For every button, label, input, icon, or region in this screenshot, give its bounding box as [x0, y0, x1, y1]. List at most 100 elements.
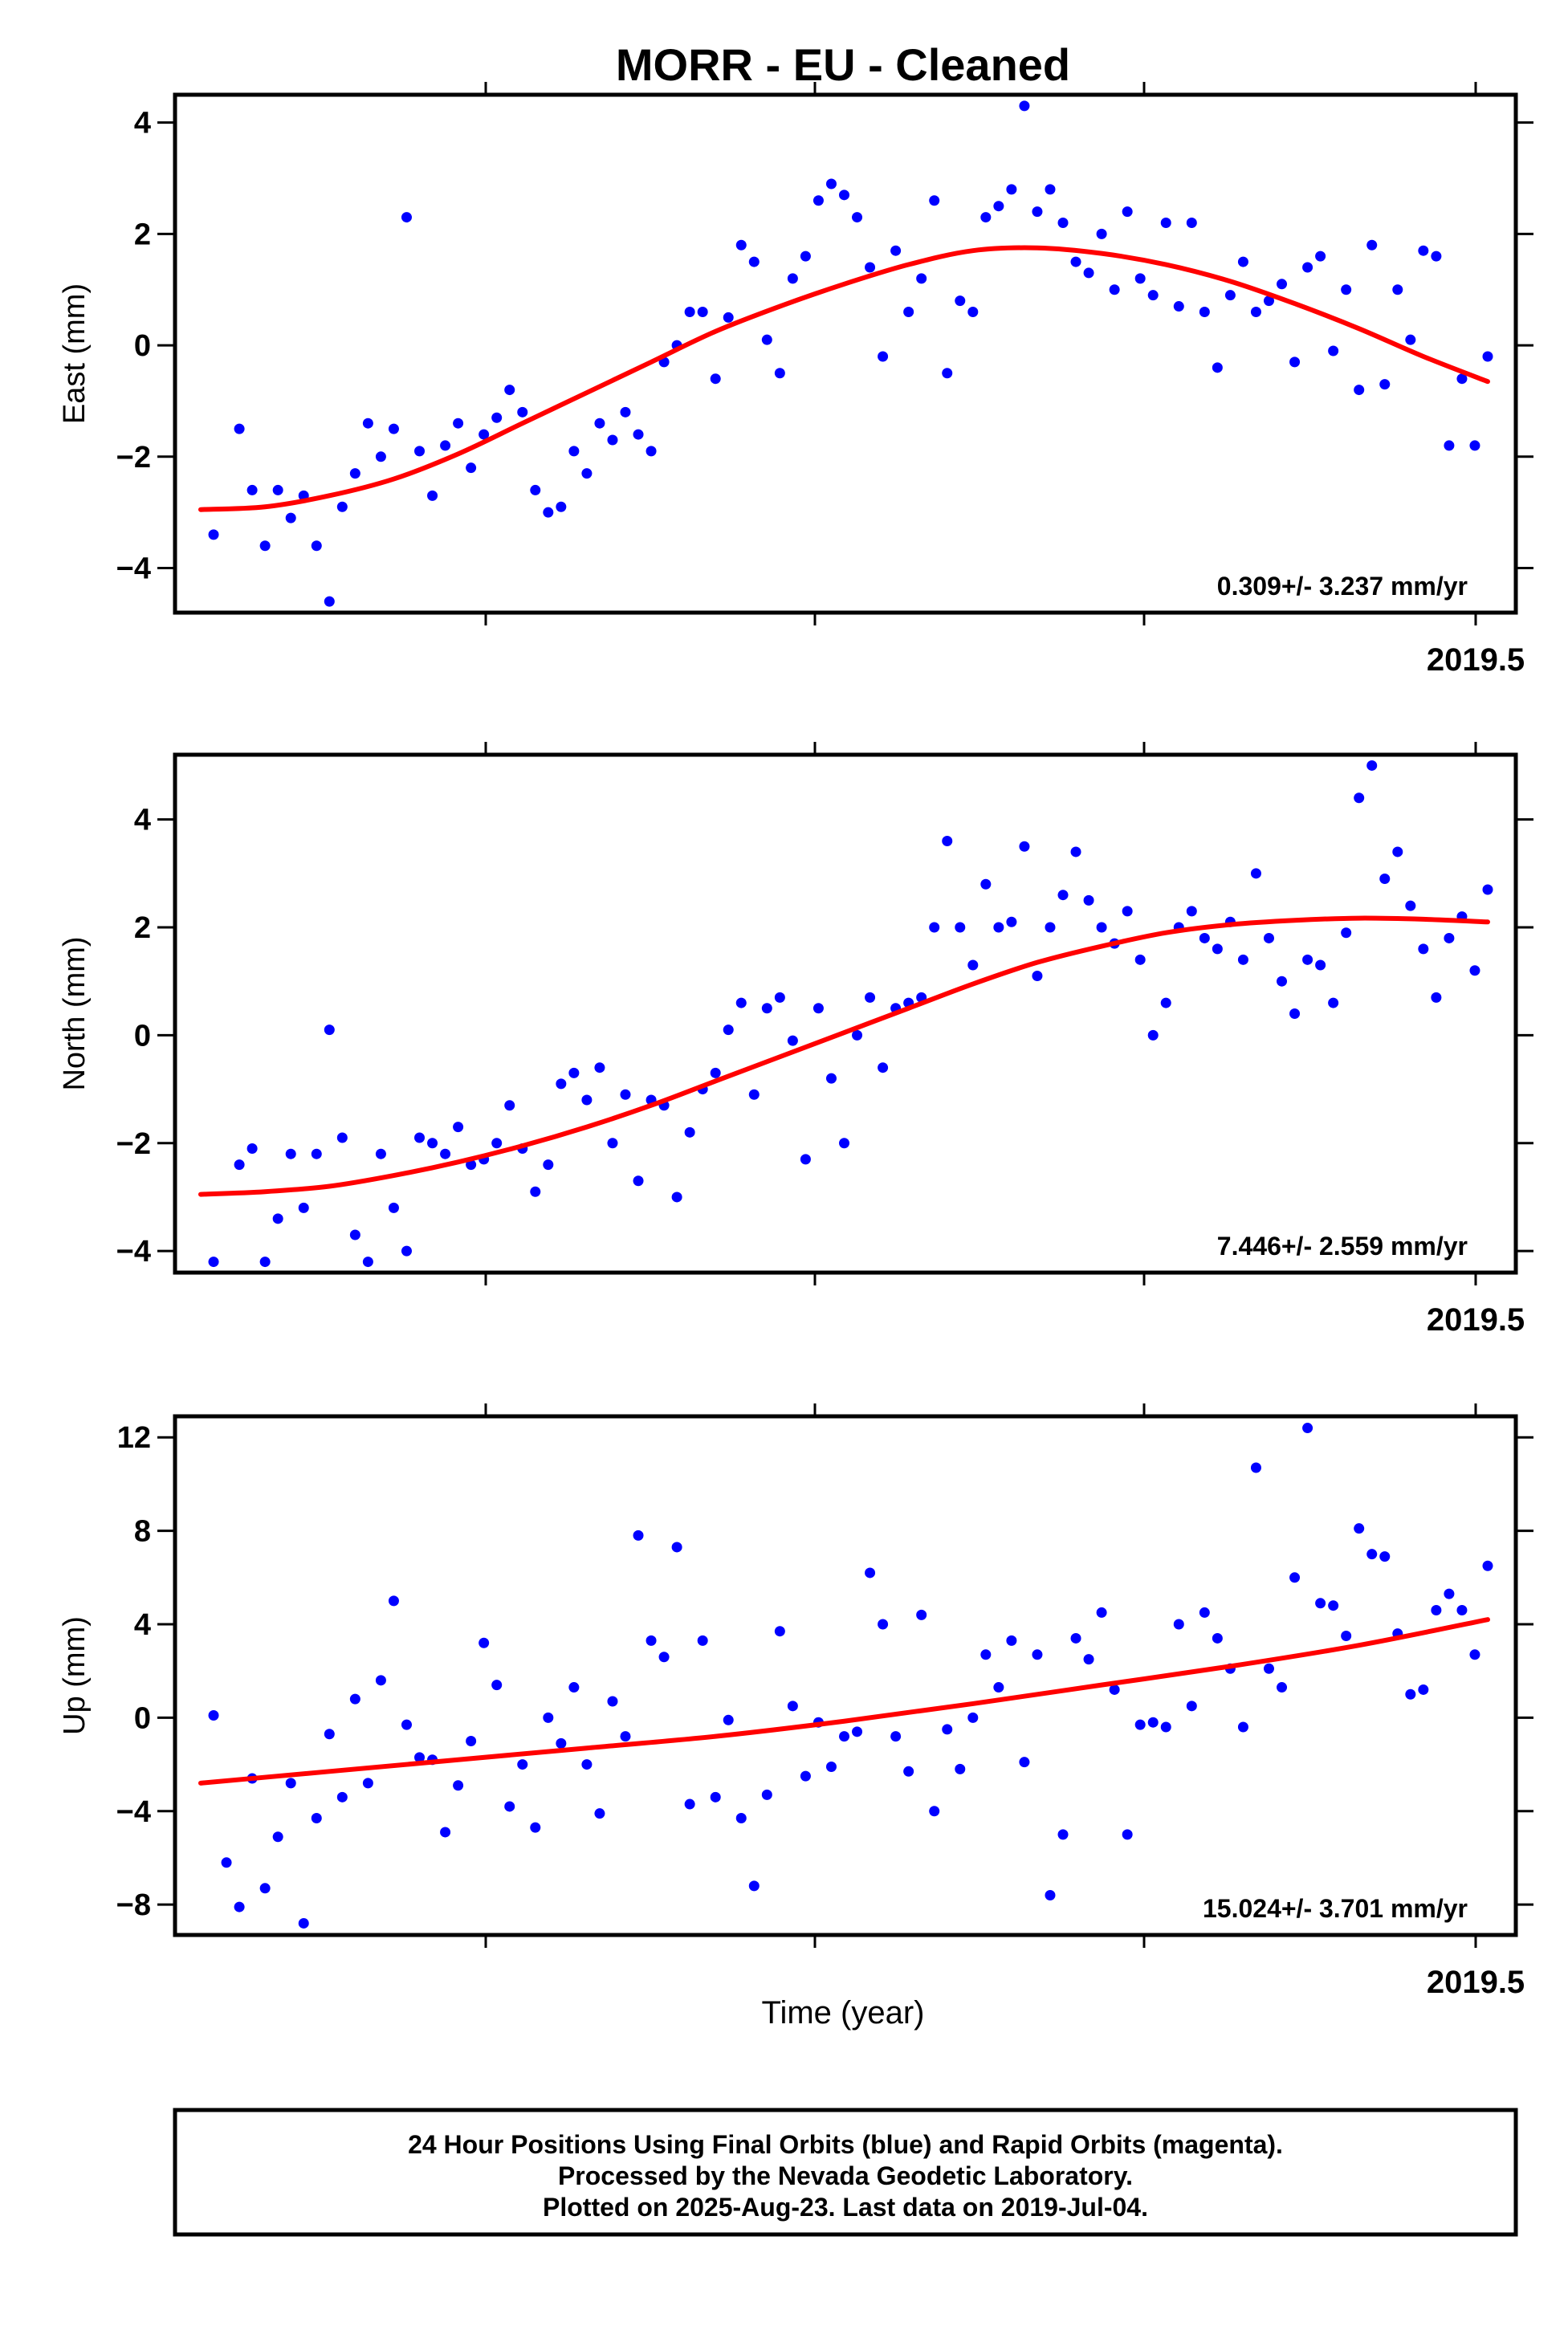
data-point [903, 306, 914, 317]
data-point [1122, 906, 1133, 917]
data-point [1315, 251, 1326, 262]
y-tick-label: 4 [134, 804, 151, 837]
data-point [311, 1813, 322, 1824]
y-axis-label: East (mm) [58, 283, 92, 424]
data-point [967, 306, 979, 317]
data-point [479, 1637, 490, 1648]
data-point [1186, 218, 1197, 229]
data-point [336, 501, 348, 512]
data-point [466, 1159, 477, 1171]
data-point [1147, 1717, 1159, 1728]
data-point [1302, 262, 1313, 273]
data-point [1032, 206, 1043, 218]
panel-3: −8 −4 0 4 8 12 Up (mm) 2019.5 15.024+/- 3.701 mm… [58, 1403, 1533, 2000]
data-point [1366, 1549, 1378, 1560]
data-point [865, 262, 876, 273]
data-point [517, 406, 528, 418]
data-point [1250, 868, 1261, 879]
data-points [208, 760, 1493, 1268]
data-point [362, 1778, 373, 1789]
y-tick-label: 0 [134, 329, 151, 363]
data-point [890, 245, 902, 256]
data-point [1418, 943, 1429, 955]
data-point [246, 484, 258, 495]
data-point [710, 373, 721, 385]
data-point [774, 368, 785, 379]
data-point [1354, 1523, 1365, 1534]
data-point [825, 1073, 837, 1084]
data-point [581, 468, 593, 479]
data-point [362, 1257, 373, 1268]
data-point [349, 1229, 360, 1240]
data-point [761, 1789, 772, 1800]
y-tick-label: 2 [134, 911, 151, 945]
x-axis-label: Time (year) [762, 1995, 925, 2031]
data-point [1277, 279, 1288, 290]
panels-group: −4 −2 0 2 4 East (mm) 2019.5 0.309+/- 3.237 mm/… [58, 82, 1533, 2000]
data-point [1354, 385, 1365, 396]
data-point [517, 1759, 528, 1770]
data-point [556, 1737, 567, 1749]
data-point [414, 446, 426, 457]
data-point [530, 1822, 541, 1833]
y-axis-label: North (mm) [58, 936, 92, 1090]
data-point [620, 1089, 631, 1100]
x-year-label: 2019.5 [1427, 1302, 1525, 1338]
data-point [761, 1003, 772, 1014]
data-point [1019, 1757, 1030, 1768]
data-point [208, 529, 219, 540]
data-point [1019, 100, 1030, 112]
data-point [1173, 301, 1184, 312]
y-tick-label: 0 [134, 1019, 151, 1053]
data-point [865, 992, 876, 1003]
data-point [1057, 218, 1069, 229]
data-point [427, 490, 438, 501]
data-point [916, 1609, 927, 1620]
data-point [1160, 997, 1171, 1008]
data-point [735, 997, 747, 1008]
data-point [1212, 1632, 1223, 1644]
data-point [748, 1880, 760, 1892]
data-point [311, 1148, 322, 1159]
data-point [1070, 846, 1081, 857]
data-point [272, 1213, 283, 1224]
y-tick-label: −2 [116, 1127, 151, 1161]
data-point [993, 201, 1004, 212]
data-point [1328, 1600, 1339, 1611]
data-point [1186, 906, 1197, 917]
data-point [568, 1067, 580, 1078]
plot-frame [173, 1414, 1518, 1937]
data-point [903, 1766, 914, 1777]
footer-box [173, 2108, 1518, 2237]
data-point [813, 1003, 824, 1014]
data-point [607, 1138, 618, 1149]
data-point [980, 1649, 992, 1660]
data-point [658, 1652, 670, 1663]
data-point [414, 1132, 426, 1143]
data-point [427, 1138, 438, 1149]
data-point [1199, 1607, 1210, 1618]
data-point [723, 1714, 734, 1725]
data-point [929, 922, 940, 933]
data-point [865, 1567, 876, 1578]
data-point [1212, 943, 1223, 955]
data-point [1405, 1688, 1416, 1700]
data-point [504, 1100, 515, 1111]
data-point [1289, 1572, 1301, 1583]
data-point [1366, 239, 1378, 251]
y-tick-label: 4 [134, 107, 151, 141]
footer-line-2: Processed by the Nevada Geodetic Laborat… [558, 2161, 1133, 2190]
data-point [401, 212, 412, 223]
data-point [1173, 1619, 1184, 1630]
data-point [349, 1693, 360, 1705]
data-point [401, 1245, 412, 1257]
data-point [1482, 351, 1493, 362]
y-tick-label: −4 [116, 1235, 151, 1269]
data-point [581, 1094, 593, 1106]
data-point [1263, 1663, 1274, 1674]
data-point [594, 1062, 605, 1073]
y-axis-label: Up (mm) [58, 1616, 92, 1735]
data-point [1341, 927, 1352, 939]
rate-label: 15.024+/- 3.701 mm/yr [1203, 1894, 1468, 1923]
data-point [1328, 345, 1339, 356]
